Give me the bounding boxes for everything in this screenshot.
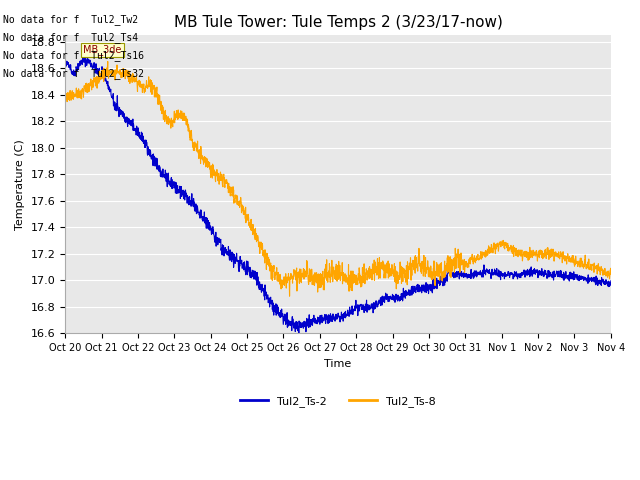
Tul2_Ts-8 xyxy=(104,59,111,64)
Text: No data for f  Tul2_Tw2: No data for f Tul2_Tw2 xyxy=(3,13,138,24)
Tul2_Ts-8 xyxy=(492,251,499,256)
Tul2_Ts-2 xyxy=(295,331,303,336)
Tul2_Ts-8 xyxy=(327,270,335,276)
Tul2_Ts-8 xyxy=(592,265,600,271)
Tul2_Ts-2 xyxy=(327,319,335,324)
Tul2_Ts-2 xyxy=(61,65,69,71)
Tul2_Ts-8 xyxy=(313,270,321,276)
Tul2_Ts-2 xyxy=(492,270,499,276)
Tul2_Ts-8 xyxy=(285,293,293,299)
Tul2_Ts-2 xyxy=(591,280,599,286)
Tul2_Ts-8 xyxy=(61,98,69,104)
Tul2_Ts-2 xyxy=(81,54,89,60)
Tul2_Ts-8 xyxy=(591,264,599,270)
Legend: Tul2_Ts-2, Tul2_Ts-8: Tul2_Ts-2, Tul2_Ts-8 xyxy=(236,392,440,411)
Tul2_Ts-2 xyxy=(90,65,97,71)
Title: MB Tule Tower: Tule Temps 2 (3/23/17-now): MB Tule Tower: Tule Temps 2 (3/23/17-now… xyxy=(173,15,502,30)
Y-axis label: Temperature (C): Temperature (C) xyxy=(15,139,25,230)
Tul2_Ts-2 xyxy=(592,282,600,288)
Text: No data for f  Tul2_Ts32: No data for f Tul2_Ts32 xyxy=(3,68,144,79)
Tul2_Ts-8 xyxy=(89,84,97,90)
Text: MB_3de: MB_3de xyxy=(83,45,122,56)
Text: No data for f  Tul2_Ts16: No data for f Tul2_Ts16 xyxy=(3,50,144,61)
Line: Tul2_Ts-2: Tul2_Ts-2 xyxy=(65,57,611,334)
Tul2_Ts-2 xyxy=(607,278,614,284)
Text: No data for f  Tul2_Ts4: No data for f Tul2_Ts4 xyxy=(3,32,138,43)
Line: Tul2_Ts-8: Tul2_Ts-8 xyxy=(65,61,611,296)
Tul2_Ts-8 xyxy=(607,271,614,277)
Tul2_Ts-2 xyxy=(313,317,321,323)
X-axis label: Time: Time xyxy=(324,359,351,369)
